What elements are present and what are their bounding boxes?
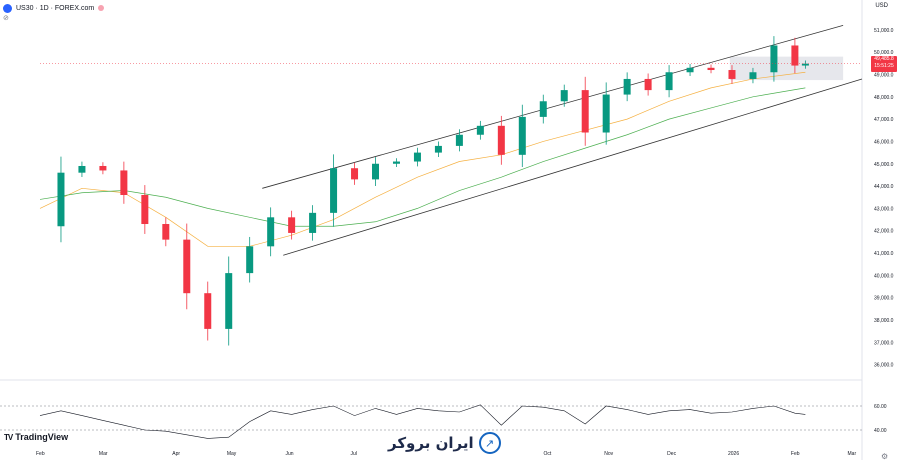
price-tick-label: 39,000.0 [874,296,894,302]
rsi-tick-label: 40.00 [874,428,887,434]
symbol-flag-icon [3,3,12,13]
candle-body[interactable] [162,224,170,240]
indicator-toggle-icon[interactable]: ⊘ [3,15,9,22]
watermark-text: ایران بروکر [388,434,474,452]
candle-body[interactable] [749,72,757,79]
time-tick-label: Dec [667,451,676,457]
time-tick-label: Mar [848,451,857,457]
time-tick-label: Mar [99,451,108,457]
candle-body[interactable] [392,161,400,164]
candle-body[interactable] [141,195,149,225]
candle-body[interactable] [560,90,568,102]
candle-body[interactable] [539,101,547,117]
candle-body[interactable] [707,67,715,71]
tradingview-wordmark: TradingView [15,432,69,442]
price-tick-label: 51,000.0 [874,28,894,34]
candle-body[interactable] [267,217,275,247]
candle-body[interactable] [602,94,610,133]
price-tick-label: 44,000.0 [874,184,894,190]
candle-body[interactable] [686,67,694,73]
time-tick-label: 2026 [728,451,739,457]
candle-body[interactable] [665,72,673,91]
candle-body[interactable] [351,168,359,180]
rsi-line[interactable] [39,404,806,439]
consolidation-zone[interactable] [729,56,844,81]
candle-body[interactable] [623,78,631,95]
time-tick-label: Jul [351,451,357,457]
price-tick-label: 45,000.0 [874,162,894,168]
bar-countdown: 15:51:25 [874,63,894,69]
candle-body[interactable] [99,165,107,171]
candle-body[interactable] [497,125,505,155]
candle-body[interactable] [225,273,233,329]
candle-body[interactable] [413,152,421,162]
tv-logo-icon: TV [4,432,13,442]
symbol-title: US30 · 1D · FOREX.com [16,4,95,12]
tradingview-logo[interactable]: TV TradingView [4,432,68,442]
candle-body[interactable] [288,217,296,233]
time-tick-label: Nov [604,451,613,457]
last-price: 49,485.8 [874,56,894,62]
watermark: ایران بروکر ↗ [388,432,501,454]
candle-body[interactable] [204,293,212,329]
candle-body[interactable] [644,78,652,91]
last-price-tag: 49,485.8 15:51:25 [871,56,897,72]
price-tick-label: 37,000.0 [874,340,894,346]
time-tick-label: Oct [543,451,551,457]
price-tick-label: 42,000.0 [874,229,894,235]
time-tick-label: Apr [172,451,180,457]
candle-body[interactable] [434,145,442,153]
settings-gear-icon[interactable]: ⚙ [881,452,889,461]
candle-body[interactable] [120,170,128,195]
price-tick-label: 46,000.0 [874,139,894,145]
candle-body[interactable] [78,165,86,173]
candle-body[interactable] [791,45,799,66]
price-tick-label: 47,000.0 [874,117,894,123]
ma-fast-line[interactable] [39,71,806,247]
channel-upper-line[interactable] [262,25,844,189]
price-tick-label: 48,000.0 [874,95,894,101]
rsi-tick-label: 60.00 [874,404,887,410]
candle-body[interactable] [330,168,338,213]
price-tick-label: 43,000.0 [874,206,894,212]
chart-legend[interactable]: US30 · 1D · FOREX.com [3,2,105,14]
candle-body[interactable] [770,45,778,73]
candle-body[interactable] [476,125,484,135]
candle-body[interactable] [581,90,589,133]
time-tick-label: Feb [791,451,800,457]
time-tick-label: Feb [36,451,45,457]
price-tick-label: 49,000.0 [874,72,894,78]
candle-body[interactable] [57,172,65,227]
candle-body[interactable] [183,239,191,294]
candle-body[interactable] [246,246,254,274]
candle-body[interactable] [455,134,463,146]
trend-arrow-icon: ↗ [478,432,501,454]
channel-lower-line[interactable] [283,78,863,256]
candle-body[interactable] [728,70,736,79]
price-tick-label: 41,000.0 [874,251,894,257]
price-tick-label: 36,000.0 [874,363,894,369]
price-tick-label: 38,000.0 [874,318,894,324]
currency-label[interactable]: USD [875,3,888,9]
candle-body[interactable] [372,163,380,180]
time-tick-label: May [227,451,237,457]
price-tick-label: 40,000.0 [874,273,894,279]
candle-body[interactable] [309,212,317,233]
price-tick-label: 50,000.0 [874,50,894,56]
market-status-icon [98,5,105,11]
candle-body[interactable] [518,116,526,155]
time-tick-label: Jun [286,451,294,457]
ma-slow-line[interactable] [39,87,806,227]
candle-body[interactable] [801,63,809,66]
